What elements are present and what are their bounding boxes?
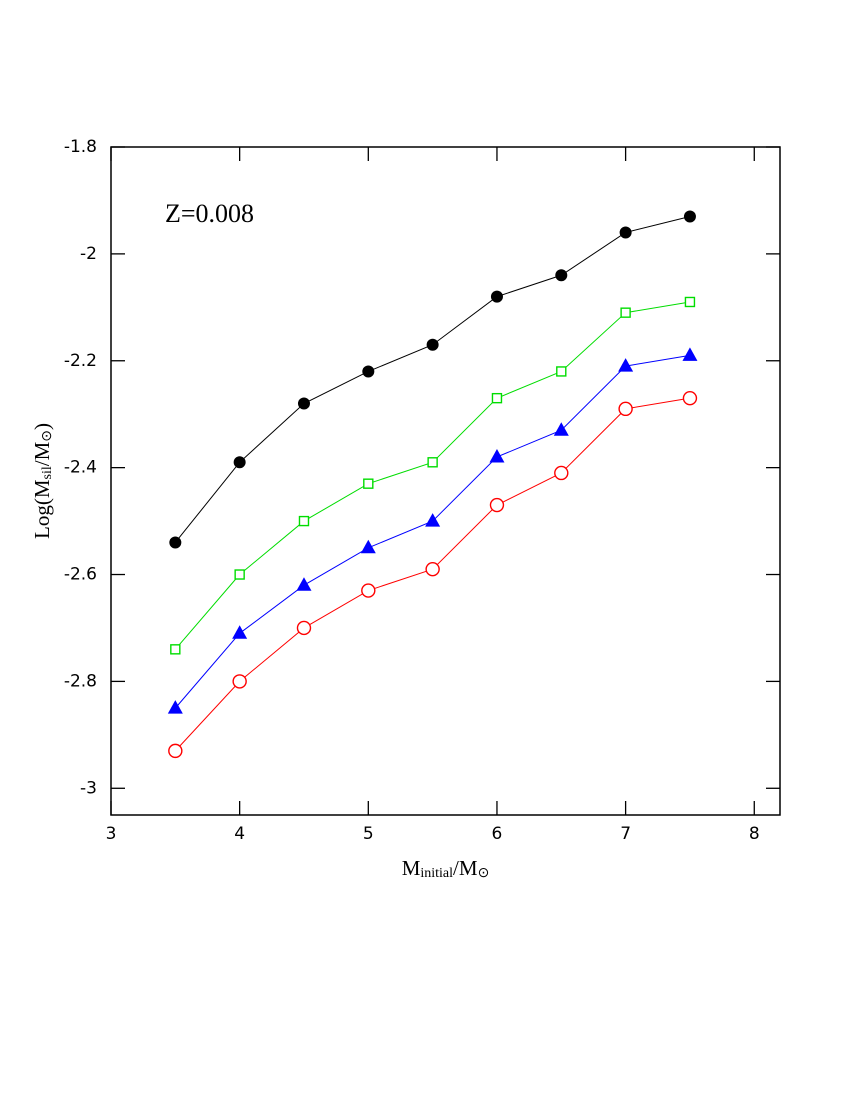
marker (232, 625, 248, 639)
y-tick-label: -2.8 (64, 671, 97, 691)
y-axis-label-part: sil (40, 466, 55, 479)
marker (296, 620, 312, 636)
x-axis-label: Minitial/M⊙ (402, 856, 490, 882)
marker (425, 561, 440, 577)
x-tick-label: 4 (234, 824, 245, 844)
marker (619, 226, 632, 239)
y-tick-label: -1.8 (64, 137, 97, 157)
marker (233, 456, 246, 469)
y-axis-label: Log(Msil/M⊙) (30, 423, 56, 539)
marker (427, 457, 438, 468)
x-axis-label-part: M (402, 856, 421, 880)
marker (297, 397, 310, 410)
x-tick-label: 7 (620, 824, 631, 844)
marker (556, 366, 567, 377)
plot-frame (110, 146, 781, 816)
marker (167, 700, 183, 714)
x-tick-label: 6 (492, 824, 503, 844)
y-axis-label-part: Log(M (30, 479, 54, 539)
marker (684, 296, 696, 308)
marker (361, 583, 376, 598)
x-axis-label-part: initial (420, 866, 453, 881)
marker (426, 338, 439, 351)
marker (363, 478, 374, 489)
marker (296, 577, 312, 591)
marker (298, 515, 310, 527)
y-tick-label: -2.2 (64, 351, 97, 371)
x-tick-label: 5 (363, 824, 374, 844)
marker (169, 536, 182, 549)
marker (362, 365, 375, 378)
marker (618, 401, 633, 417)
marker (360, 539, 376, 554)
x-axis-label-part: /M (453, 856, 478, 880)
y-tick-label: -2.4 (64, 458, 97, 478)
marker (232, 674, 247, 689)
marker (683, 210, 696, 223)
y-tick-label: -3 (80, 778, 97, 798)
marker (682, 347, 698, 361)
series-line (174, 301, 691, 650)
x-tick-label: 3 (106, 824, 117, 844)
marker (491, 392, 503, 404)
marker (489, 497, 505, 513)
x-tick-label: 8 (749, 824, 760, 844)
marker (170, 644, 181, 655)
marker (425, 513, 441, 527)
y-axis-label-part: ⊙ (40, 430, 55, 442)
marker (620, 307, 631, 318)
marker (682, 390, 698, 406)
marker (490, 290, 503, 303)
series-line (174, 354, 691, 709)
marker (555, 269, 568, 282)
marker (618, 358, 634, 372)
y-axis-label-part: /M (30, 441, 54, 466)
marker (554, 465, 569, 481)
y-tick-label: -2 (80, 244, 97, 264)
marker (168, 743, 183, 759)
y-tick-label: -2.6 (64, 565, 97, 585)
marker (553, 422, 569, 436)
x-axis-label-part: ⊙ (478, 866, 490, 881)
y-axis-label-part: ) (30, 423, 54, 430)
marker (234, 569, 245, 580)
marker (489, 448, 505, 463)
annotation: Z=0.008 (165, 199, 254, 228)
